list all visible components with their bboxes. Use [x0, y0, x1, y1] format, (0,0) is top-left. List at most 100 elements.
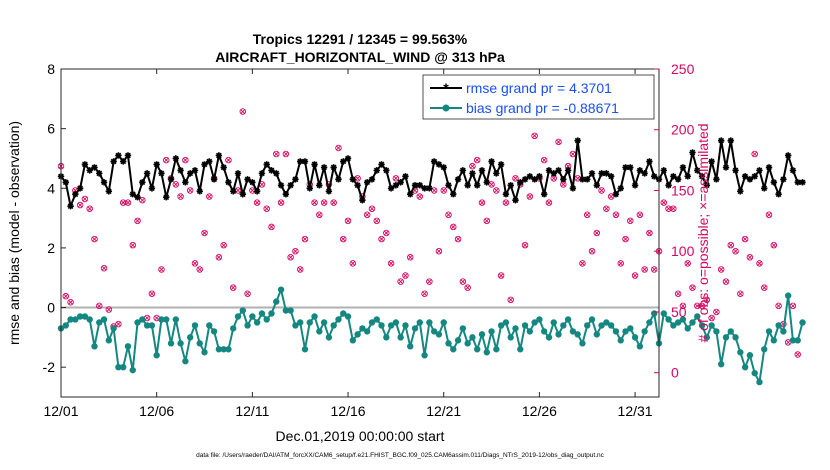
bias-point [732, 334, 739, 341]
bias-point [761, 346, 768, 353]
obs-assimilated-marker [728, 242, 734, 248]
bias-point [569, 328, 577, 335]
rmse-point [445, 182, 452, 189]
y-left-tick-label: 4 [47, 180, 55, 196]
bias-point [411, 325, 419, 332]
rmse-point [564, 167, 572, 174]
rmse-point [684, 173, 691, 180]
obs-assimilated-marker [254, 200, 260, 205]
obs-assimilated-marker [388, 261, 394, 266]
rmse-point [478, 167, 486, 174]
obs-possible-marker [158, 266, 165, 273]
bias-point [493, 346, 500, 353]
obs-assimilated-marker [494, 188, 499, 193]
bias-point [430, 328, 438, 335]
obs-assimilated-marker [551, 176, 557, 181]
obs-assimilated-marker [704, 297, 710, 303]
obs-assimilated-marker [465, 285, 470, 290]
obs-assimilated-marker [747, 254, 753, 260]
bias-point [148, 322, 156, 329]
x-tick-label: 12/16 [331, 403, 366, 419]
bias-point [62, 322, 69, 329]
obs-possible-marker [368, 205, 376, 212]
obs-possible-marker [421, 290, 428, 297]
rmse-point [526, 173, 534, 180]
rmse-point [316, 182, 323, 189]
bias-point [344, 313, 352, 320]
obs-assimilated-marker [163, 157, 169, 163]
obs-assimilated-marker [742, 236, 748, 242]
obs-assimilated-marker [527, 194, 533, 199]
obs-possible-marker [579, 260, 586, 267]
obs-assimilated-marker [675, 291, 681, 297]
obs-possible-marker [225, 156, 232, 164]
rmse-point [493, 170, 500, 177]
rmse-point [521, 176, 529, 183]
legend-bias-label: bias grand pr = -0.88671 [466, 100, 619, 116]
bias-point [172, 316, 180, 323]
rmse-point [143, 170, 151, 177]
obs-possible-marker [263, 205, 270, 212]
rmse-point [230, 188, 237, 195]
obs-assimilated-marker [613, 212, 619, 218]
bias-point [555, 331, 562, 338]
rmse-point [129, 191, 136, 198]
obs-assimilated-marker [709, 315, 714, 321]
bias-point [383, 334, 390, 341]
rmse-point [392, 182, 400, 189]
obs-assimilated-marker [149, 291, 155, 297]
obs-assimilated-marker [618, 261, 624, 266]
bias-point [435, 331, 443, 338]
bias-point [631, 334, 639, 341]
bias-point [163, 316, 170, 323]
bias-point [316, 328, 323, 335]
rmse-point [727, 137, 734, 144]
bias-point [454, 337, 462, 344]
obs-possible-marker [717, 266, 725, 273]
obs-possible-marker [679, 302, 687, 310]
obs-assimilated-marker [699, 303, 705, 309]
obs-possible-marker [349, 260, 357, 267]
obs-assimilated-marker [312, 200, 317, 205]
obs-possible-marker [450, 223, 457, 231]
obs-assimilated-marker [407, 254, 413, 260]
rmse-point [593, 182, 601, 189]
obs-possible-marker [555, 138, 562, 146]
obs-possible-marker [545, 199, 553, 206]
rmse-point [799, 179, 806, 186]
rmse-point [784, 152, 792, 159]
bias-point [746, 352, 754, 359]
rmse-point [598, 170, 605, 177]
obs-possible-marker [507, 296, 514, 304]
bias-point [780, 328, 787, 335]
rmse-point [507, 182, 514, 189]
obs-assimilated-marker [321, 200, 327, 205]
bias-point [670, 322, 677, 329]
obs-assimilated-marker [159, 267, 164, 272]
obs-assimilated-marker [470, 163, 475, 169]
bias-point [684, 325, 691, 332]
obs-assimilated-marker [383, 230, 389, 236]
rmse-point [215, 152, 223, 159]
bias-point [292, 322, 299, 329]
bias-point [622, 328, 629, 335]
rmse-point [502, 191, 510, 198]
obs-assimilated-marker [647, 230, 652, 236]
bias-point [660, 310, 667, 317]
bias-point [751, 369, 758, 377]
bias-point [674, 319, 682, 326]
rmse-point [62, 179, 69, 186]
obs-assimilated-marker [101, 265, 107, 271]
rmse-point [273, 170, 280, 177]
bias-point [713, 328, 720, 335]
rmse-point [435, 161, 443, 168]
bias-point [191, 322, 199, 329]
obs-possible-marker [650, 266, 658, 273]
rmse-point [751, 173, 758, 180]
rmse-point [746, 176, 754, 183]
obs-assimilated-marker [632, 273, 638, 278]
bias-point [531, 319, 538, 326]
bias-point [392, 319, 400, 326]
obs-assimilated-marker [393, 176, 399, 181]
bias-point [340, 310, 347, 317]
